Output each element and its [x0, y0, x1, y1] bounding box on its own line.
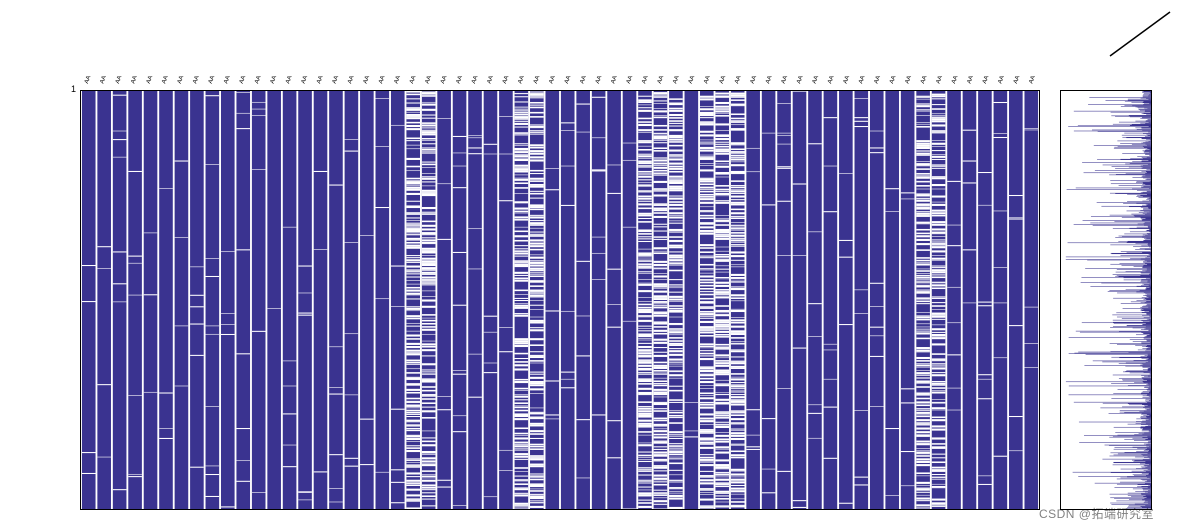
margin-panel: [1060, 90, 1152, 510]
chart-container: 1 AAAAAAAAAAAAAAAAAAAAAAAAAAAAAAAAAAAAAA…: [0, 0, 1184, 528]
heatmap-svg: [81, 91, 1039, 509]
margin-svg: [1061, 91, 1151, 509]
heatmap-panel: [80, 90, 1040, 510]
legend-line: [0, 0, 1184, 90]
watermark-text: CSDN @拓端研究室: [1039, 505, 1154, 522]
legend-stroke: [1110, 12, 1170, 56]
